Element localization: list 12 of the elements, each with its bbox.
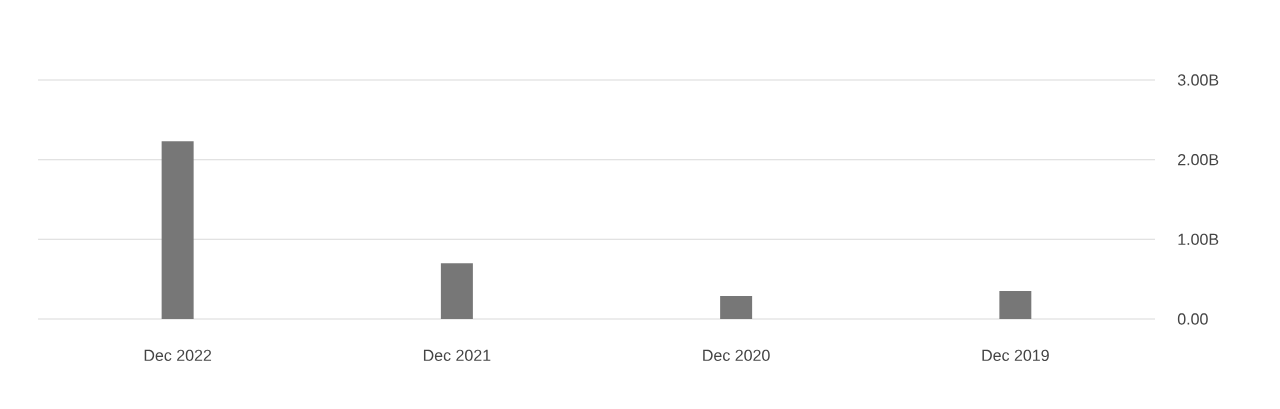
x-tick-label: Dec 2019 (982, 349, 1049, 362)
y-tick-label: 3.00B (1177, 74, 1219, 86)
bar (440, 263, 473, 319)
bar (161, 141, 194, 319)
x-tick-label: Dec 2022 (144, 349, 212, 362)
x-tick-label: Dec 2020 (703, 349, 770, 362)
y-tick-label: 0.00 (1177, 313, 1208, 325)
y-tick-label: 1.00B (1178, 233, 1219, 245)
bar (999, 291, 1032, 319)
y-tick-label: 2.00B (1178, 154, 1219, 166)
bar (720, 295, 753, 319)
x-tick-label: Dec 2021 (423, 349, 491, 362)
